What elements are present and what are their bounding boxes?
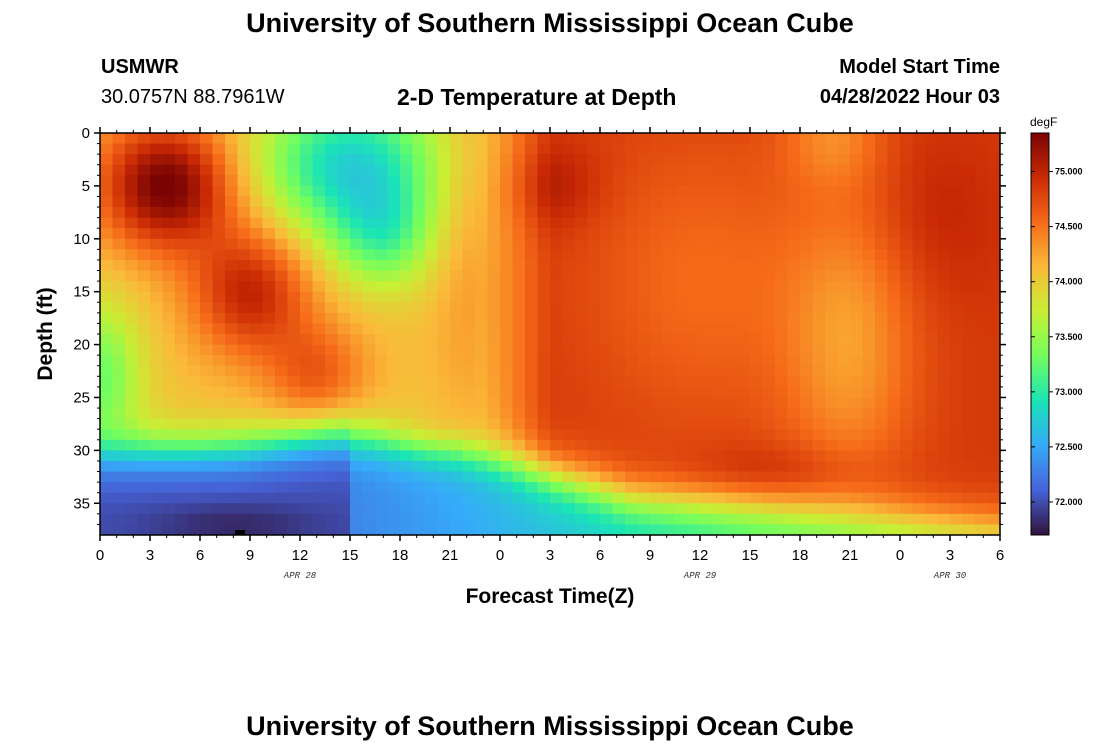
- x-tick-label: 9: [246, 547, 254, 564]
- x-tick-label: 6: [596, 547, 604, 564]
- colorbar: degF 72.000 72.500 73.000 73.500 74.000 74.50…: [1030, 115, 1083, 536]
- colorbar-tick-label: 73.000: [1055, 387, 1083, 397]
- model-start-label: Model Start Time: [839, 56, 1000, 78]
- heatmap-area: [100, 133, 1000, 535]
- x-tick-label: 12: [692, 547, 709, 564]
- date-label: APR 29: [683, 571, 717, 581]
- x-tick-label: 3: [946, 547, 954, 564]
- x-axis-label: Forecast Time(Z): [465, 585, 635, 608]
- x-tick-label: 12: [292, 547, 309, 564]
- chart-subtitle: 2-D Temperature at Depth: [397, 84, 677, 110]
- date-label: APR 30: [933, 571, 967, 581]
- colorbar-tick-label: 72.000: [1055, 497, 1083, 507]
- x-tick-label: 9: [646, 547, 654, 564]
- y-tick-label: 30: [73, 442, 90, 459]
- y-tick-label: 10: [73, 231, 90, 248]
- colorbar-unit: degF: [1030, 115, 1057, 129]
- station-id: USMWR: [101, 56, 179, 78]
- model-start-time: 04/28/2022 Hour 03: [819, 86, 1000, 108]
- colorbar-gradient: [1030, 132, 1050, 536]
- colorbar-tick-label: 73.500: [1055, 332, 1083, 342]
- date-label: APR 28: [283, 571, 317, 581]
- colorbar-tick-label: 75.000: [1055, 167, 1083, 177]
- page-title: University of Southern Mississippi Ocean…: [246, 8, 854, 38]
- colorbar-tick-label: 72.500: [1055, 442, 1083, 452]
- x-tick-label: 0: [96, 547, 104, 564]
- x-tick-label: 21: [842, 547, 859, 564]
- y-axis-label: Depth (ft): [34, 287, 57, 381]
- y-tick-label: 20: [73, 337, 90, 354]
- x-tick-label: 21: [442, 547, 459, 564]
- y-tick-label: 0: [82, 125, 90, 142]
- bottom-marker: [235, 530, 245, 535]
- y-tick-label: 25: [73, 389, 90, 406]
- x-tick-label: 6: [996, 547, 1004, 564]
- footer-title: University of Southern Mississippi Ocean…: [246, 711, 854, 741]
- x-tick-label: 3: [146, 547, 154, 564]
- x-tick-label: 18: [792, 547, 809, 564]
- x-tick-label: 18: [392, 547, 409, 564]
- station-coordinates: 30.0757N 88.7961W: [101, 86, 285, 108]
- x-tick-label: 3: [546, 547, 554, 564]
- colorbar-tick-label: 74.500: [1055, 222, 1083, 232]
- x-tick-label: 6: [196, 547, 204, 564]
- x-tick-label: 0: [896, 547, 904, 564]
- y-tick-label: 5: [82, 178, 90, 195]
- colorbar-tick-label: 74.000: [1055, 277, 1083, 287]
- y-tick-label: 35: [73, 495, 90, 512]
- x-tick-label: 15: [342, 547, 359, 564]
- y-tick-label: 15: [73, 284, 90, 301]
- temperature-depth-chart: 0 3 6 9 12 15 18 21 0 3 6 9 12 15 18 21 0 3 6 APR 28 APR 29 A…: [73, 115, 1083, 581]
- x-tick-label: 0: [496, 547, 504, 564]
- x-tick-label: 15: [742, 547, 759, 564]
